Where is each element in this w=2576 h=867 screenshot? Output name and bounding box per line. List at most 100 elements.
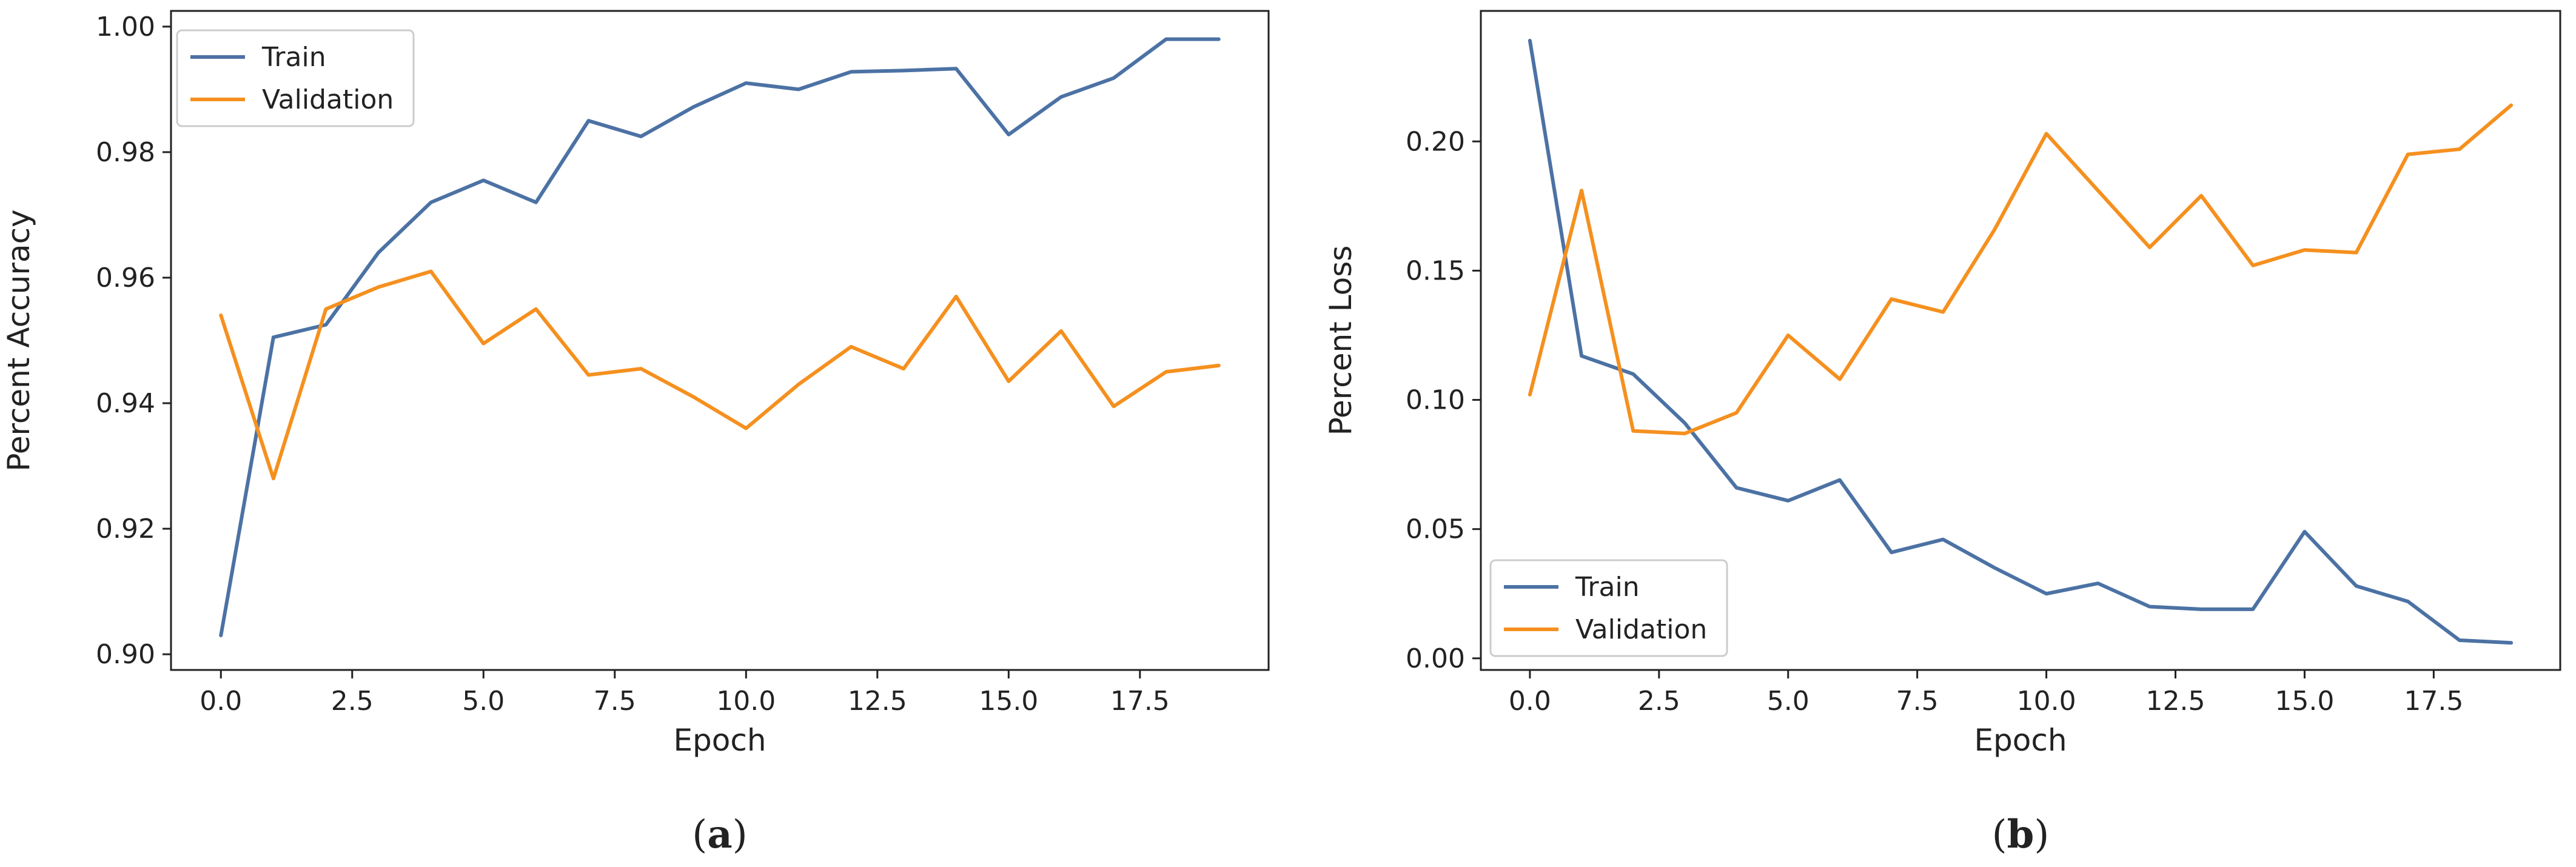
- x-tick-label: 2.5: [1638, 686, 1680, 717]
- data-point-validation: [481, 341, 486, 346]
- x-tick-label: 15.0: [979, 686, 1038, 717]
- y-tick-label: 0.20: [1406, 126, 1465, 157]
- y-tick-label: 0.94: [96, 388, 155, 419]
- data-point-train: [1059, 95, 1064, 99]
- x-tick-label: 10.0: [2017, 686, 2076, 717]
- data-point-validation: [2250, 263, 2255, 268]
- data-point-train: [2147, 604, 2152, 609]
- series-line-train: [219, 37, 1221, 638]
- y-tick-label: 0.92: [96, 514, 155, 544]
- data-point-train: [481, 178, 486, 183]
- y-axis-title: Percent Loss: [1323, 246, 1358, 436]
- panel-a: 0.0 2.5 5.0 7.5 10.0 12.5 15.0 17.5 0.90 0.92 0.94…: [1, 10, 1270, 857]
- data-point-train: [586, 118, 591, 123]
- data-point-train: [743, 81, 748, 85]
- data-point-train: [2509, 640, 2514, 645]
- data-point-train: [1992, 566, 1997, 571]
- data-point-train: [1682, 421, 1687, 426]
- x-tick-label: 17.5: [1110, 686, 1170, 717]
- x-tick-label: 7.5: [1896, 686, 1939, 717]
- data-point-validation: [2096, 188, 2101, 193]
- data-point-train: [1112, 76, 1116, 81]
- caption-open-paren: (: [692, 812, 707, 857]
- x-tick-label: 12.5: [2146, 686, 2205, 717]
- data-point-validation: [1682, 431, 1687, 436]
- data-point-validation: [2406, 152, 2410, 157]
- data-point-train: [534, 200, 538, 205]
- data-point-train: [323, 323, 328, 327]
- caption-open-paren: (: [1992, 812, 2007, 857]
- data-point-train: [796, 87, 801, 92]
- y-tick-label: 1.00: [96, 12, 155, 42]
- data-point-train: [1164, 37, 1169, 42]
- data-point-train: [218, 633, 223, 638]
- data-point-validation: [1889, 296, 1894, 301]
- data-point-validation: [323, 307, 328, 312]
- data-point-validation: [1940, 310, 1945, 315]
- data-point-train: [901, 68, 906, 73]
- data-point-train: [1889, 550, 1894, 555]
- caption-letter: a: [707, 812, 732, 857]
- legend-frame: [176, 29, 415, 127]
- data-point-train: [1940, 537, 1945, 542]
- data-point-train: [2096, 581, 2101, 586]
- data-point-train: [2354, 583, 2359, 588]
- data-point-validation: [2457, 147, 2462, 152]
- data-point-train: [2406, 599, 2410, 604]
- data-point-train: [2250, 607, 2255, 612]
- data-point-validation: [1006, 379, 1011, 384]
- data-point-validation: [1164, 369, 1169, 374]
- x-tick-label: 0.0: [200, 686, 242, 717]
- data-point-validation: [376, 285, 381, 290]
- x-tick-label: 15.0: [2275, 686, 2334, 717]
- data-point-validation: [1059, 329, 1064, 333]
- data-point-validation: [1112, 404, 1116, 409]
- data-point-validation: [271, 476, 276, 481]
- data-point-train: [271, 335, 276, 340]
- data-point-validation: [1992, 227, 1997, 232]
- data-point-validation: [796, 382, 801, 387]
- data-point-train: [1528, 38, 1532, 43]
- data-point-validation: [2044, 131, 2049, 136]
- legend-frame: [1489, 559, 1728, 657]
- data-point-validation: [1734, 410, 1739, 415]
- x-tick-label: 17.5: [2404, 686, 2463, 717]
- data-point-validation: [2302, 247, 2307, 252]
- data-point-validation: [1528, 392, 1532, 397]
- data-point-validation: [639, 366, 643, 371]
- legend: Train Validation: [176, 29, 415, 127]
- legend-label: Validation: [262, 84, 394, 115]
- data-point-validation: [691, 395, 696, 400]
- data-point-train: [1631, 372, 1635, 377]
- y-tick-label: 0.10: [1406, 385, 1465, 416]
- data-point-train: [2044, 591, 2049, 596]
- y-axis-title: Percent Accuracy: [1, 209, 36, 471]
- data-point-train: [691, 104, 696, 109]
- x-tick-label: 0.0: [1509, 686, 1551, 717]
- x-tick-label: 2.5: [331, 686, 374, 717]
- x-axis-title: Epoch: [1974, 723, 2067, 758]
- data-point-validation: [901, 366, 906, 371]
- data-point-train: [376, 250, 381, 255]
- y-tick-label: 0.05: [1406, 514, 1465, 545]
- data-point-train: [2199, 607, 2204, 612]
- data-point-train: [2302, 529, 2307, 534]
- data-point-validation: [586, 372, 591, 377]
- data-point-validation: [534, 307, 538, 312]
- y-tick-label: 0.96: [96, 263, 155, 293]
- data-point-validation: [218, 313, 223, 318]
- x-tick-label: 5.0: [1767, 686, 1810, 717]
- series-line-validation: [1528, 103, 2514, 435]
- caption-close-paren: ): [2034, 812, 2049, 857]
- x-tick-label: 7.5: [594, 686, 636, 717]
- series-line-train: [1528, 39, 2514, 645]
- data-point-train: [1216, 37, 1221, 42]
- panel-caption: (a): [692, 812, 747, 857]
- data-point-validation: [429, 269, 434, 274]
- data-point-validation: [2199, 193, 2204, 198]
- data-point-validation: [2509, 103, 2514, 108]
- data-point-train: [1786, 498, 1791, 503]
- legend-label: Train: [261, 42, 326, 73]
- plot-frame: [170, 10, 1270, 671]
